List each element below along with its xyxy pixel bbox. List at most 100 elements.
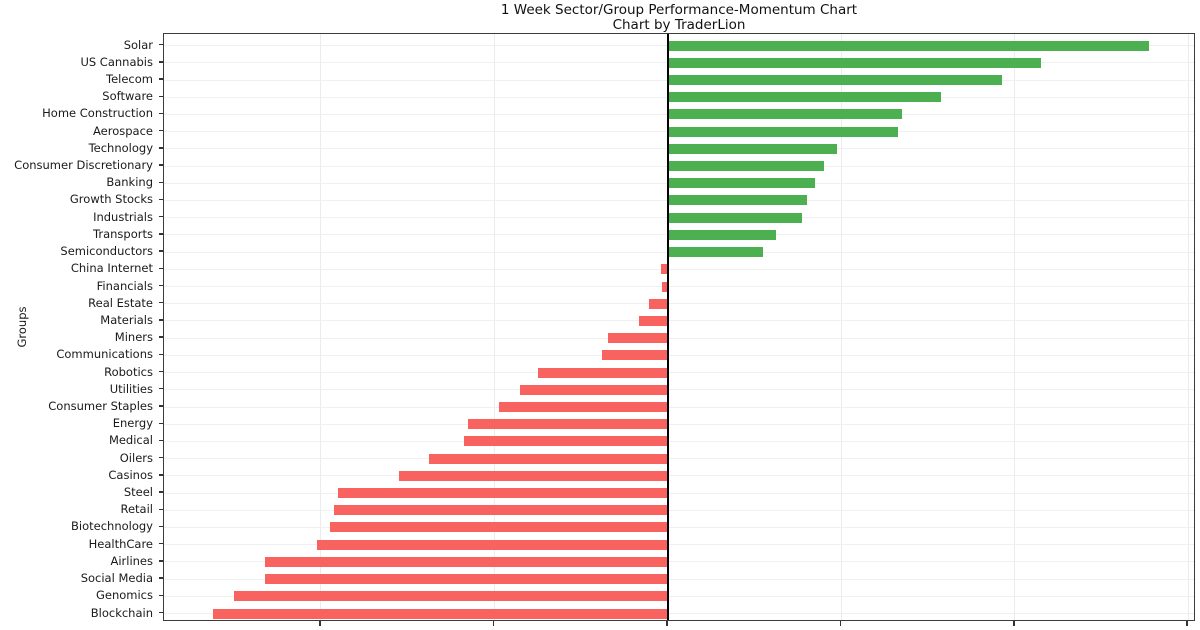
bar-biotechnology	[329, 522, 668, 533]
bar-telecom	[667, 75, 1002, 86]
category-label: Telecom	[106, 72, 153, 87]
bar-consumer-discretionary	[667, 161, 824, 172]
y-axis-tick	[159, 336, 163, 338]
bar-financials	[661, 281, 668, 292]
category-label: Genomics	[95, 588, 153, 603]
category-label: Retail	[120, 502, 154, 517]
bar-blockchain	[212, 608, 668, 619]
y-axis-tick	[159, 302, 163, 304]
y-axis-tick	[159, 508, 163, 510]
chart-title: 1 Week Sector/Group Performance-Momentum…	[379, 3, 979, 33]
y-axis-tick	[159, 250, 163, 252]
bar-robotics	[537, 367, 668, 378]
zero-reference-line	[666, 34, 669, 620]
y-axis-tick	[159, 525, 163, 528]
bar-miners	[608, 333, 668, 344]
category-label: Medical	[108, 433, 153, 448]
y-axis-tick	[159, 147, 163, 149]
category-label: Steel	[123, 485, 153, 500]
category-label: Casinos	[108, 467, 153, 482]
category-label: Robotics	[104, 364, 153, 379]
bar-real-estate	[648, 298, 668, 309]
bar-casinos	[399, 470, 668, 481]
bar-medical	[464, 436, 668, 447]
bar-steel	[338, 488, 668, 499]
y-gridline	[164, 613, 1194, 615]
x-axis-tick	[319, 621, 321, 626]
x-axis-tick	[1012, 621, 1015, 626]
x-gridline	[1187, 34, 1189, 620]
y-gridline	[164, 303, 1194, 305]
x-axis-tick	[492, 621, 495, 626]
category-label: Industrials	[93, 209, 153, 224]
bar-retail	[333, 505, 668, 516]
y-axis-tick	[159, 319, 163, 321]
bar-home-construction	[667, 109, 902, 120]
y-gridline	[164, 544, 1194, 546]
y-gridline	[164, 423, 1194, 425]
y-axis-tick	[159, 611, 163, 614]
y-axis-tick	[159, 405, 163, 407]
bar-banking	[667, 178, 816, 189]
category-label: Materials	[100, 312, 153, 327]
y-axis-tick	[159, 284, 163, 287]
y-axis-tick	[159, 577, 163, 579]
category-label: Transports	[93, 226, 153, 241]
x-gridline	[840, 34, 842, 620]
y-axis-tick	[159, 422, 163, 424]
y-gridline	[164, 389, 1194, 391]
category-label: Consumer Staples	[48, 399, 153, 413]
x-axis-tick	[1186, 621, 1188, 626]
category-label: Blockchain	[90, 605, 153, 620]
y-axis-tick	[159, 78, 163, 80]
bar-solar	[667, 40, 1150, 51]
bar-china-internet	[660, 264, 668, 275]
y-axis-tick	[159, 439, 163, 442]
x-gridline	[320, 34, 322, 620]
bar-semiconductors	[667, 247, 764, 258]
category-label: Social Media	[80, 571, 153, 586]
y-axis-tick	[159, 129, 163, 132]
y-axis-tick	[159, 474, 163, 476]
y-gridline	[164, 595, 1194, 597]
category-label: Banking	[106, 175, 153, 190]
bar-industrials	[667, 212, 803, 223]
y-gridline	[164, 492, 1194, 494]
y-gridline	[164, 475, 1194, 477]
bar-technology	[667, 143, 837, 154]
category-label: Technology	[88, 140, 153, 155]
y-gridline	[164, 578, 1194, 580]
category-label: Utilities	[109, 381, 153, 396]
y-gridline	[164, 509, 1194, 511]
bar-utilities	[520, 384, 668, 395]
category-label: Software	[102, 89, 153, 104]
x-gridline	[493, 34, 495, 620]
y-axis-tick	[159, 61, 163, 63]
x-axis-tick	[666, 621, 668, 626]
y-axis-tick	[159, 353, 163, 356]
y-axis-tick	[159, 491, 163, 493]
y-axis-tick	[159, 560, 163, 562]
y-axis-tick	[159, 181, 163, 183]
y-axis-tick	[159, 267, 163, 270]
y-gridline	[164, 337, 1194, 339]
bar-communications	[601, 350, 668, 361]
bar-airlines	[264, 556, 668, 567]
y-gridline	[164, 286, 1194, 288]
bar-energy	[468, 419, 668, 430]
y-axis-tick	[159, 216, 163, 218]
bar-aerospace	[667, 126, 898, 137]
category-label: Airlines	[110, 553, 153, 568]
category-label: Semiconductors	[60, 244, 153, 259]
category-label: Aerospace	[93, 123, 153, 138]
y-gridline	[164, 268, 1194, 270]
bar-materials	[639, 315, 668, 326]
y-gridline	[164, 561, 1194, 563]
category-label: Real Estate	[88, 295, 153, 310]
category-label: Miners	[114, 330, 153, 345]
bar-us-cannabis	[667, 57, 1041, 68]
y-axis-tick	[159, 370, 163, 373]
category-label: Financials	[96, 278, 153, 293]
chart-title-line1: 1 Week Sector/Group Performance-Momentum…	[500, 2, 858, 18]
